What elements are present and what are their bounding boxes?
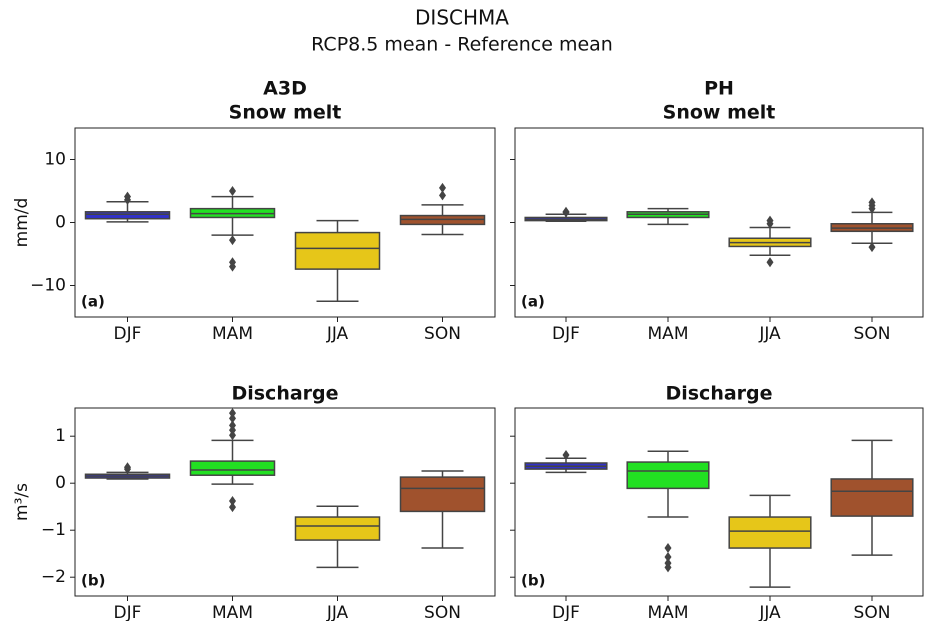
box: [294, 516, 381, 541]
x-tick-label: JJA: [326, 324, 349, 344]
panel-title: Discharge: [665, 383, 772, 405]
x-tick-label: DJF: [114, 603, 142, 621]
outlier: [229, 430, 236, 441]
outlier: [766, 257, 774, 268]
y-tick-label: 10: [44, 150, 66, 170]
box: [294, 231, 381, 270]
plot-area: [74, 407, 496, 597]
y-tick-label: −1: [41, 520, 66, 540]
x-tick-label: SON: [854, 603, 891, 621]
outlier: [229, 408, 236, 419]
x-tick-label: MAM: [648, 324, 689, 344]
x-tick-label: DJF: [552, 603, 580, 621]
outlier: [229, 186, 236, 196]
panel-title: PH: [704, 78, 734, 100]
outlier: [664, 543, 672, 554]
outlier: [868, 242, 876, 253]
plot-area: [514, 127, 924, 318]
x-tick-label: MAM: [212, 324, 253, 344]
y-axis-label: m³/s: [12, 483, 32, 521]
outlier: [229, 235, 236, 246]
figure-title: DISCHMA: [415, 6, 509, 30]
panel-title: Discharge: [231, 383, 338, 405]
outlier: [562, 206, 570, 217]
panel-label: (a): [81, 293, 105, 311]
outlier: [868, 203, 876, 214]
outlier: [664, 562, 672, 573]
outlier: [229, 496, 236, 507]
box: [84, 211, 171, 220]
panel-label: (b): [81, 572, 105, 590]
outlier: [229, 425, 236, 436]
x-tick-label: MAM: [212, 603, 253, 621]
outlier: [439, 182, 446, 193]
panel-subtitle: Snow melt: [663, 102, 776, 124]
y-axis-label: mm/d: [12, 198, 32, 248]
panel-title: A3D: [263, 78, 307, 100]
outlier: [229, 413, 236, 424]
outlier: [766, 218, 774, 229]
outlier: [124, 194, 131, 205]
y-tick-label: −10: [30, 276, 66, 296]
x-tick-label: DJF: [552, 324, 580, 344]
x-tick-label: JJA: [758, 603, 781, 621]
y-tick-label: 1: [55, 426, 66, 446]
figure-subtitle: RCP8.5 mean - Reference mean: [311, 34, 613, 56]
outlier: [229, 502, 236, 513]
panel-label: (a): [521, 293, 545, 311]
outlier: [229, 261, 236, 272]
x-tick-label: DJF: [114, 324, 142, 344]
box: [399, 476, 486, 513]
outlier: [562, 450, 570, 460]
x-tick-label: SON: [424, 324, 461, 344]
box: [728, 516, 812, 549]
y-tick-label: 0: [55, 213, 66, 233]
x-tick-label: SON: [854, 324, 891, 344]
x-tick-label: JJA: [758, 324, 781, 344]
outlier: [664, 551, 672, 562]
x-tick-label: SON: [424, 603, 461, 621]
x-tick-label: JJA: [326, 603, 349, 621]
panel-label: (b): [521, 572, 545, 590]
y-tick-label: −2: [41, 567, 66, 587]
panel-subtitle: Snow melt: [229, 102, 342, 124]
box: [189, 460, 276, 476]
box: [830, 478, 914, 517]
outlier: [124, 464, 131, 475]
plot-area: [514, 407, 924, 597]
outlier: [439, 190, 446, 201]
x-tick-label: MAM: [648, 603, 689, 621]
box: [626, 461, 710, 490]
y-tick-label: 0: [55, 473, 66, 493]
